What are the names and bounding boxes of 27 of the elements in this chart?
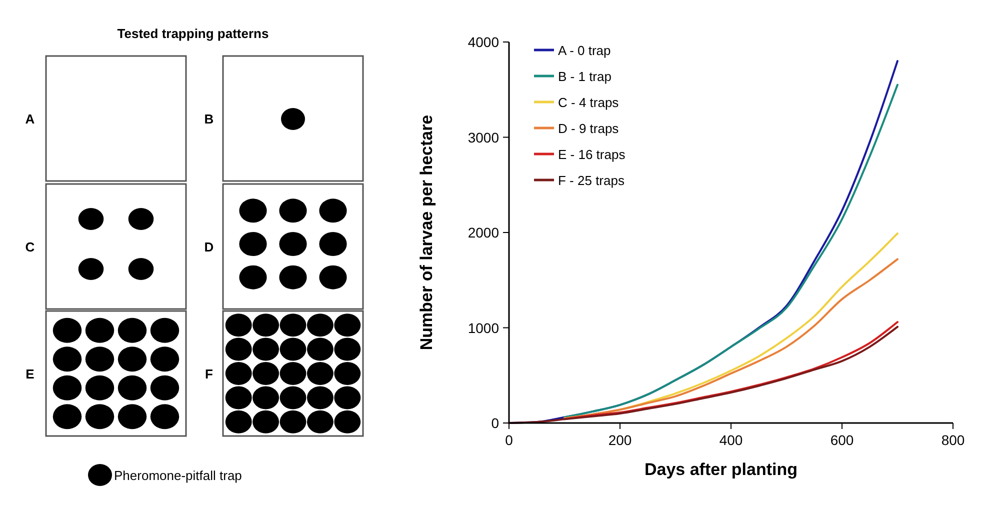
y-tick-label: 1000 <box>468 320 500 336</box>
legend-label: F - 25 traps <box>558 173 625 188</box>
y-tick-label: 0 <box>491 415 500 431</box>
legend-label: E - 16 traps <box>558 147 626 162</box>
text: Tested trapping patterns <box>117 26 269 41</box>
line-series <box>508 326 898 424</box>
text: A <box>25 112 36 126</box>
x-tick-label: 600 <box>830 432 854 448</box>
y-tick-label: 4000 <box>468 34 500 50</box>
y-tick-label: 3000 <box>468 129 500 146</box>
text: D <box>204 240 214 254</box>
legend-label: A - 0 trap <box>558 43 611 58</box>
x-tick-label: 800 <box>941 432 965 448</box>
legend-label: B - 1 trap <box>558 69 612 84</box>
x-axis-title: Days after planting <box>644 460 798 479</box>
y-tick-label: 2000 <box>468 224 500 240</box>
legend-label: D - 9 traps <box>558 121 620 136</box>
text: Pheromone-pitfall trap <box>114 468 242 483</box>
x-tick-label: 400 <box>719 432 743 448</box>
y-axis-title: Number of larvae per hectare <box>417 114 436 350</box>
legend-label: C - 4 traps <box>558 95 620 110</box>
text: C <box>25 240 36 254</box>
x-tick-label: 0 <box>505 432 514 448</box>
text: F <box>205 366 214 382</box>
text: B <box>204 112 214 126</box>
text: E <box>26 366 35 382</box>
x-tick-label: 200 <box>608 432 632 448</box>
